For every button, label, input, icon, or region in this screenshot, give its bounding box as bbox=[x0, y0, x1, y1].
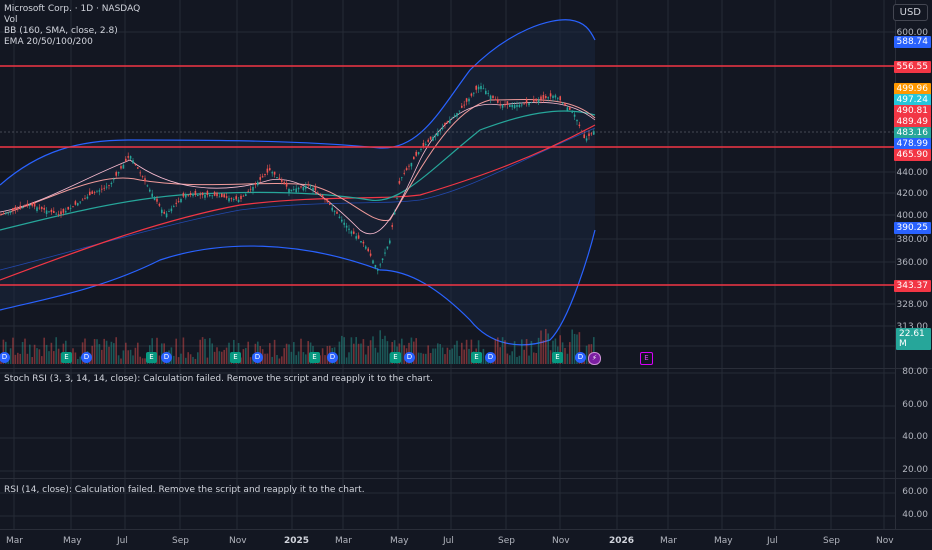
time-axis-label: 2025 bbox=[284, 536, 310, 546]
grid bbox=[0, 0, 896, 368]
earnings-event-icon[interactable]: E bbox=[146, 352, 157, 363]
indicator-ema[interactable]: EMA 20/50/100/200 bbox=[4, 37, 93, 47]
dividend-event-icon[interactable]: D bbox=[404, 352, 415, 363]
time-axis-label: Jul bbox=[767, 536, 778, 546]
time-axis-label: Sep bbox=[498, 536, 515, 546]
stoch-tick: 60.00 bbox=[902, 400, 928, 410]
dividend-event-icon[interactable]: D bbox=[327, 352, 338, 363]
tag-ema-100: 490.81 bbox=[893, 105, 931, 117]
rsi-axis[interactable]: 60.00 40.00 bbox=[895, 479, 932, 529]
candlesticks bbox=[0, 82, 595, 275]
price-tick: 360.00 bbox=[896, 258, 929, 268]
time-axis[interactable]: Mar May Jul Sep Nov 2025 Mar May Jul Sep Nov 2026 Ma… bbox=[0, 530, 896, 550]
tag-volume: 22.61 M bbox=[896, 328, 931, 350]
price-tick: 440.00 bbox=[896, 168, 929, 178]
price-tick: 380.00 bbox=[896, 235, 929, 245]
pane-separator[interactable] bbox=[0, 478, 932, 479]
earnings-event-icon[interactable]: E bbox=[390, 352, 401, 363]
earnings-event-icon[interactable]: E bbox=[309, 352, 320, 363]
time-axis-label: May bbox=[714, 536, 733, 546]
pane-separator[interactable] bbox=[0, 368, 932, 369]
earnings-event-icon[interactable]: E bbox=[640, 352, 653, 365]
earnings-event-icon[interactable]: E bbox=[230, 352, 241, 363]
stoch-tick: 80.00 bbox=[902, 367, 928, 377]
time-axis-label: Sep bbox=[823, 536, 840, 546]
price-axis[interactable]: USD 600.00 440.00 420.00 400.00 380.00 3… bbox=[892, 0, 932, 368]
price-chart[interactable] bbox=[0, 0, 896, 368]
stoch-rsi-error: Stoch RSI (3, 3, 14, 14, close): Calcula… bbox=[4, 374, 433, 384]
chart-legend: Microsoft Corp. · 1D · NASDAQ Vol BB (16… bbox=[4, 4, 140, 48]
tag-bb-mid: 478.99 bbox=[893, 138, 931, 150]
ema-100-line bbox=[0, 110, 596, 231]
dividend-event-icon[interactable]: D bbox=[485, 352, 496, 363]
tag-ema-50: 497.24 bbox=[893, 94, 931, 106]
price-pane[interactable]: Microsoft Corp. · 1D · NASDAQ Vol BB (16… bbox=[0, 0, 896, 368]
time-axis-label: Mar bbox=[660, 536, 677, 546]
bollinger-band-fill bbox=[0, 19, 595, 345]
time-axis-label: Nov bbox=[552, 536, 570, 546]
tag-bb-lower: 390.25 bbox=[893, 222, 931, 234]
time-axis-label: 2026 bbox=[609, 536, 635, 546]
tag-ema-200: 483.16 bbox=[893, 127, 931, 139]
dividend-event-icon[interactable]: D bbox=[575, 352, 586, 363]
time-axis-label: Nov bbox=[229, 536, 247, 546]
tag-bb-upper: 588.74 bbox=[893, 36, 931, 48]
time-axis-label: Mar bbox=[335, 536, 352, 546]
time-axis-label: May bbox=[390, 536, 409, 546]
pane-separator bbox=[0, 529, 932, 530]
price-tick: 420.00 bbox=[896, 189, 929, 199]
currency-button[interactable]: USD bbox=[892, 4, 928, 21]
rsi-tick: 40.00 bbox=[902, 510, 928, 520]
dividend-event-icon[interactable]: D bbox=[252, 352, 263, 363]
earnings-event-icon[interactable]: E bbox=[471, 352, 482, 363]
tag-last-price: 489.49 bbox=[893, 116, 931, 128]
price-tick: 328.00 bbox=[896, 300, 929, 310]
split-event-icon[interactable]: ⚡ bbox=[588, 352, 601, 365]
bollinger-lower-line bbox=[0, 229, 596, 346]
time-axis-label: Nov bbox=[876, 536, 894, 546]
stoch-grid bbox=[0, 369, 896, 478]
tag-resistance: 556.55 bbox=[893, 61, 931, 73]
indicator-bollinger[interactable]: BB (160, SMA, close, 2.8) bbox=[4, 26, 118, 36]
stoch-tick: 20.00 bbox=[902, 465, 928, 475]
symbol-title[interactable]: Microsoft Corp. · 1D · NASDAQ bbox=[4, 4, 141, 14]
time-axis-label: Jul bbox=[117, 536, 128, 546]
tag-ema-20: 499.96 bbox=[893, 83, 931, 95]
dividend-event-icon[interactable]: D bbox=[0, 352, 10, 363]
tag-support-343: 343.37 bbox=[893, 280, 931, 292]
rsi-tick: 60.00 bbox=[902, 487, 928, 497]
rsi-pane[interactable]: RSI (14, close): Calculation failed. Rem… bbox=[0, 479, 896, 529]
rsi-error: RSI (14, close): Calculation failed. Rem… bbox=[4, 485, 365, 495]
stoch-tick: 40.00 bbox=[902, 432, 928, 442]
time-axis-label: Jul bbox=[443, 536, 454, 546]
earnings-event-icon[interactable]: E bbox=[61, 352, 72, 363]
price-tick: 400.00 bbox=[896, 211, 929, 221]
time-axis-label: Mar bbox=[6, 536, 23, 546]
ema-200-line bbox=[0, 124, 596, 281]
dividend-event-icon[interactable]: D bbox=[81, 352, 92, 363]
time-axis-label: Sep bbox=[172, 536, 189, 546]
tag-support-465: 465.90 bbox=[893, 149, 931, 161]
time-axis-label: May bbox=[63, 536, 82, 546]
indicator-volume[interactable]: Vol bbox=[4, 15, 18, 25]
events-row: D E D E D E D E D E D E D E D ⚡ E bbox=[0, 352, 896, 365]
stoch-rsi-pane[interactable]: Stoch RSI (3, 3, 14, 14, close): Calcula… bbox=[0, 369, 896, 478]
price-tick: 600.00 bbox=[896, 28, 929, 38]
rsi-grid bbox=[0, 479, 896, 529]
dividend-event-icon[interactable]: D bbox=[161, 352, 172, 363]
stoch-axis[interactable]: 80.00 60.00 40.00 20.00 bbox=[895, 367, 932, 478]
ema-50-line bbox=[0, 99, 596, 222]
price-tick: 313.00 bbox=[896, 322, 929, 332]
earnings-event-icon[interactable]: E bbox=[552, 352, 563, 363]
